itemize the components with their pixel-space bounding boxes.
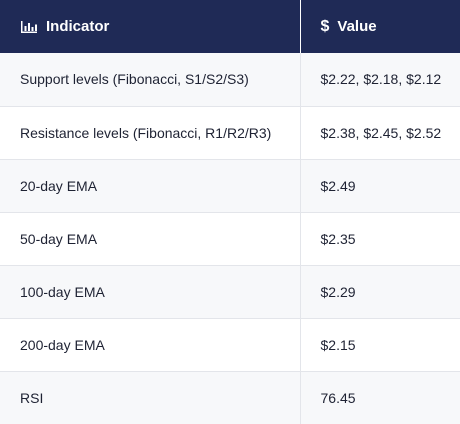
- value-cell: $2.22, $2.18, $2.12: [299, 53, 460, 107]
- value-cell: 76.45: [299, 371, 460, 424]
- dollar-icon: $: [320, 17, 330, 35]
- value-cell: $2.15: [299, 318, 460, 372]
- table-row: RSI 76.45: [0, 371, 460, 424]
- indicator-cell: 50-day EMA: [0, 212, 300, 266]
- bar-chart-icon: [21, 20, 37, 33]
- value-cell: $2.38, $2.45, $2.52: [299, 106, 460, 160]
- table-row: Resistance levels (Fibonacci, R1/R2/R3) …: [0, 106, 460, 160]
- indicator-cell: RSI: [0, 371, 300, 424]
- value-column-header: $ Value: [299, 0, 460, 53]
- indicator-cell: 200-day EMA: [0, 318, 300, 372]
- table-row: 200-day EMA $2.15: [0, 318, 460, 372]
- indicator-cell: 20-day EMA: [0, 159, 300, 213]
- value-header-label: Value: [337, 18, 377, 35]
- value-cell: $2.29: [299, 265, 460, 319]
- table-row: 20-day EMA $2.49: [0, 159, 460, 213]
- table-header-row: Indicator $ Value: [0, 0, 460, 53]
- value-cell: $2.35: [299, 212, 460, 266]
- indicator-cell: Resistance levels (Fibonacci, R1/R2/R3): [0, 106, 300, 160]
- table-row: 50-day EMA $2.35: [0, 212, 460, 266]
- indicator-cell: Support levels (Fibonacci, S1/S2/S3): [0, 53, 300, 107]
- indicator-column-header: Indicator: [0, 0, 300, 53]
- table-row: 100-day EMA $2.29: [0, 265, 460, 319]
- indicator-header-label: Indicator: [46, 18, 110, 35]
- indicator-cell: 100-day EMA: [0, 265, 300, 319]
- table-row: Support levels (Fibonacci, S1/S2/S3) $2.…: [0, 53, 460, 107]
- value-cell: $2.49: [299, 159, 460, 213]
